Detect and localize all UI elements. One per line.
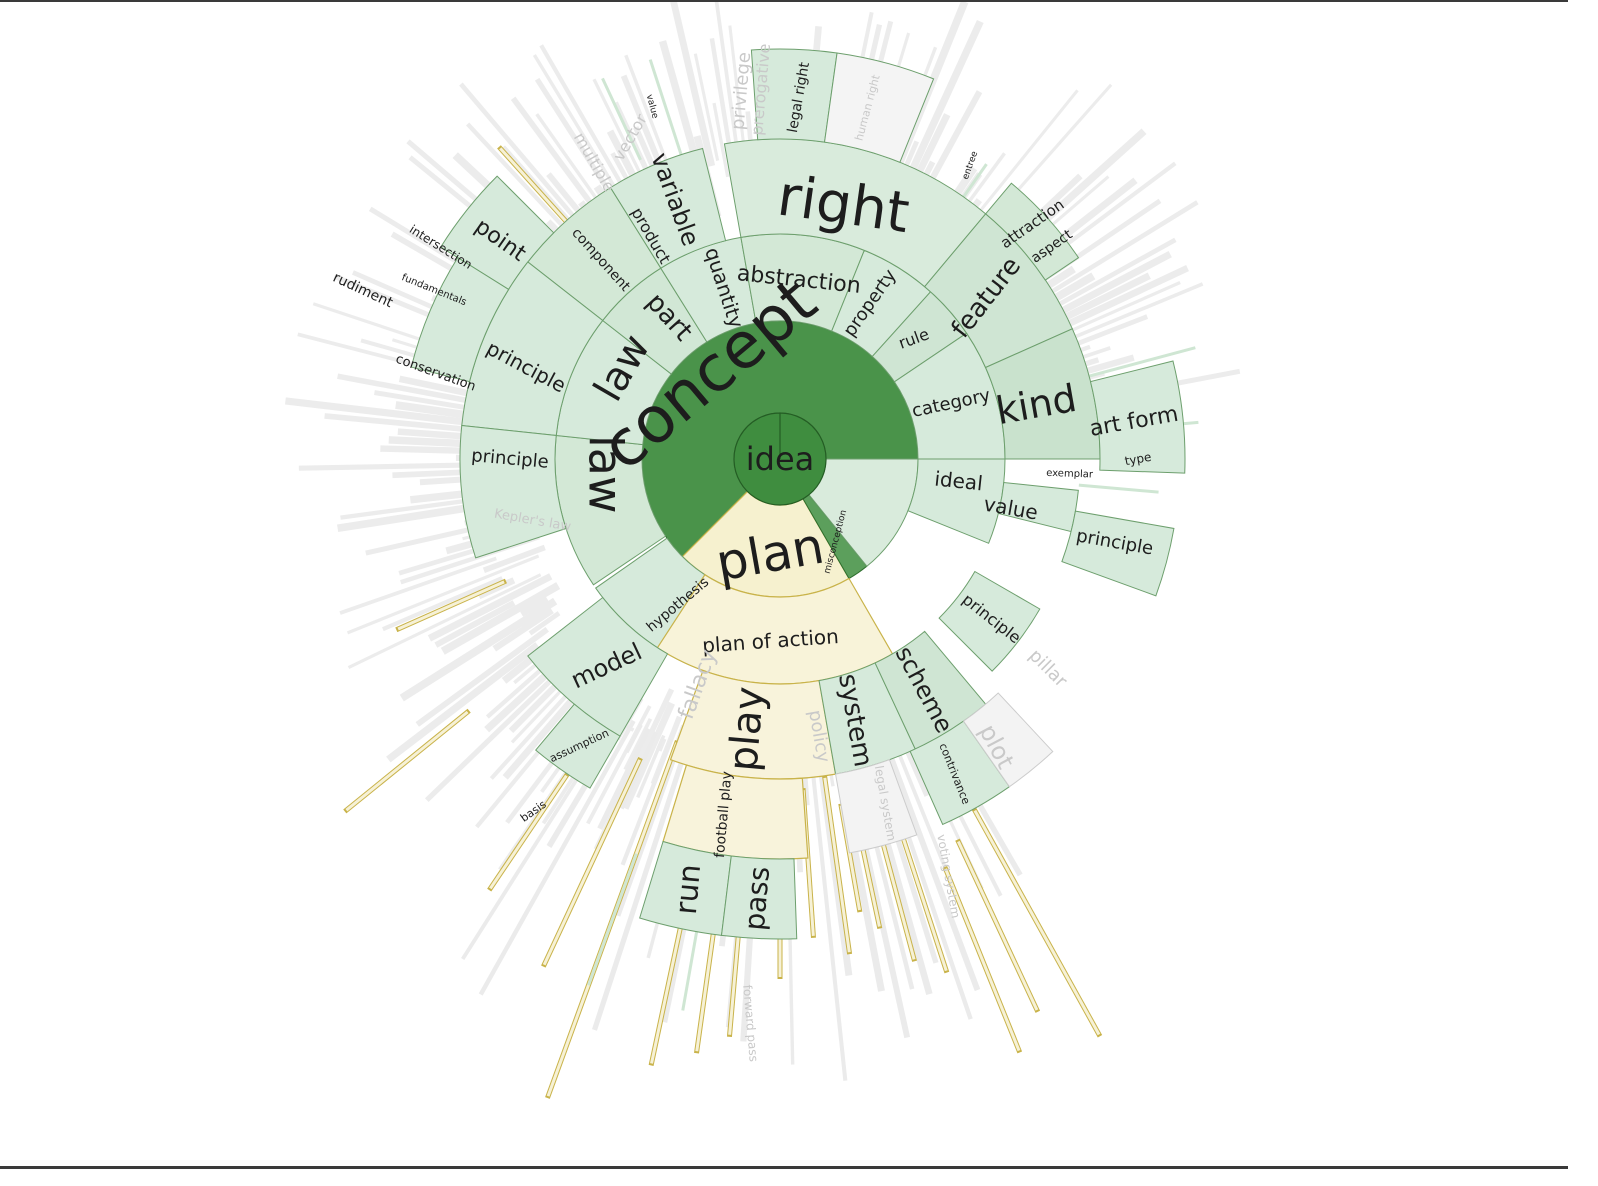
yellow-ray-fill [973, 809, 1101, 1036]
faint-ray [624, 723, 643, 754]
segment-pass [720, 855, 798, 940]
segment-layer [410, 48, 1186, 940]
yellow-ray-fill [650, 910, 686, 1064]
faint-ray [520, 596, 549, 617]
faint-ray [636, 734, 666, 799]
segment-attraction [984, 182, 1080, 281]
faint-ray [693, 53, 720, 161]
segment-system [818, 662, 916, 775]
faint-ray [482, 544, 546, 573]
label-law-left: law [579, 435, 633, 514]
label-type: type [1124, 450, 1153, 468]
faint-ray [434, 600, 516, 648]
faint-ray [622, 701, 675, 810]
diagram-frame: idea concept plan law law part quantity abstrac… [0, 0, 1568, 1169]
segment-value [997, 481, 1079, 533]
segment-assumption [535, 703, 621, 789]
faint-ray [658, 40, 701, 164]
faint-ray [440, 582, 561, 655]
segment-principle-right [1061, 510, 1175, 597]
segment-root-idea [733, 412, 827, 506]
green-ray [1078, 483, 1159, 494]
label-run: run [669, 863, 708, 916]
yellow-ray-fill [499, 147, 580, 236]
faint-ray [881, 739, 981, 992]
segment-legal-system [834, 759, 918, 854]
faint-ray [427, 573, 553, 642]
segment-art-form [1089, 360, 1186, 474]
label-pass: pass [738, 865, 776, 932]
yellow-ray-fill [345, 710, 469, 812]
yellow-ray-fill [542, 759, 642, 966]
faint-ray [619, 731, 659, 810]
faint-ray [284, 397, 495, 429]
label-football-play: football play [712, 771, 736, 859]
label-exemplar: exemplar [1046, 468, 1094, 481]
segment-conservation [410, 256, 510, 383]
segment-human-right [823, 52, 935, 163]
faint-ray [534, 77, 618, 204]
faint-ray [477, 577, 516, 600]
segment-football-play [662, 764, 809, 860]
faint-ray [492, 607, 554, 652]
faint-ray [623, 717, 653, 771]
green-ray [1069, 346, 1196, 383]
faint-ray [399, 597, 558, 702]
faint-ray [459, 82, 597, 243]
segment-plot [962, 692, 1054, 788]
segment-kind [984, 328, 1101, 460]
faint-ray [620, 737, 674, 866]
faint-ray [388, 436, 473, 448]
label-root-idea: idea [746, 440, 815, 478]
faint-ray [415, 627, 549, 727]
faint-ray [897, 19, 984, 196]
yellow-ray-fill [956, 840, 1039, 1011]
faint-ray [670, 2, 716, 167]
label-ideal: ideal [933, 466, 984, 495]
faint-pillar: pillar [1025, 645, 1072, 692]
faint-ray [339, 556, 497, 615]
faint-ray [347, 573, 542, 669]
segment-principle-lower [938, 570, 1041, 672]
yellow-ray-fill [489, 774, 568, 890]
segment-variable [609, 147, 727, 269]
faint-ray [1050, 265, 1189, 335]
label-play: play [720, 685, 773, 773]
segment-principle-left [459, 425, 567, 559]
faint-ray [597, 727, 651, 830]
faint-ray [528, 611, 561, 636]
faint-ray [346, 554, 540, 635]
yellow-ray-fill [823, 777, 851, 953]
faint-ray [591, 743, 690, 1031]
faint-ray [337, 373, 489, 408]
faint-ray [809, 757, 848, 1081]
faint-ray [324, 413, 477, 434]
green-ray [601, 77, 642, 161]
faint-ray [1065, 282, 1204, 343]
yellow-ray-fill [944, 868, 1021, 1052]
faint-ray [382, 576, 504, 632]
faint-ray [712, 102, 730, 178]
green-ray [587, 853, 638, 986]
faint-forward-pass: forward pass [740, 984, 761, 1062]
segment-contrivance [909, 720, 1011, 826]
faint-ray [478, 719, 636, 996]
faint-ray [386, 642, 540, 763]
yellow-ray-fill [397, 580, 505, 631]
segment-run [639, 840, 732, 936]
